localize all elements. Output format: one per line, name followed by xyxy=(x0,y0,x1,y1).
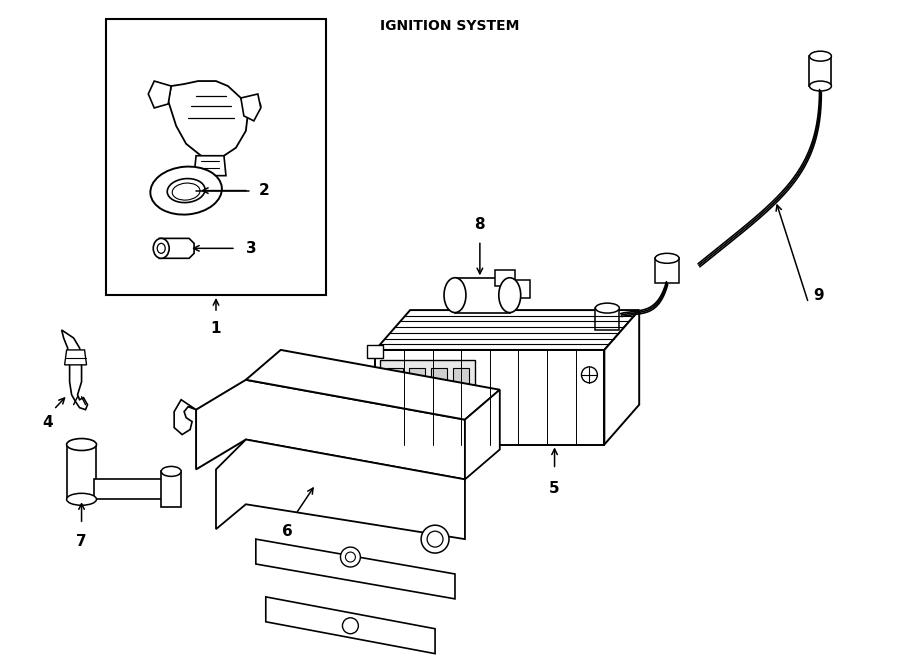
Polygon shape xyxy=(256,539,455,599)
Circle shape xyxy=(581,367,598,383)
Polygon shape xyxy=(455,278,509,313)
Polygon shape xyxy=(381,360,475,440)
Text: 9: 9 xyxy=(813,288,824,303)
Polygon shape xyxy=(453,368,469,400)
Polygon shape xyxy=(168,81,248,158)
Polygon shape xyxy=(241,94,261,121)
Polygon shape xyxy=(375,350,604,444)
Ellipse shape xyxy=(499,278,521,313)
Ellipse shape xyxy=(655,253,679,263)
Polygon shape xyxy=(148,81,171,108)
Circle shape xyxy=(428,531,443,547)
Polygon shape xyxy=(65,350,86,365)
Ellipse shape xyxy=(150,167,222,215)
Text: IGNITION SYSTEM: IGNITION SYSTEM xyxy=(381,19,519,33)
Text: 1: 1 xyxy=(211,321,221,336)
Text: 3: 3 xyxy=(246,241,256,256)
Polygon shape xyxy=(246,350,500,420)
Circle shape xyxy=(346,552,356,562)
Polygon shape xyxy=(505,280,530,298)
Polygon shape xyxy=(94,479,166,499)
Ellipse shape xyxy=(167,178,205,203)
Circle shape xyxy=(340,547,360,567)
Polygon shape xyxy=(604,310,639,444)
Ellipse shape xyxy=(161,467,181,477)
Circle shape xyxy=(343,618,358,634)
Polygon shape xyxy=(431,368,447,400)
Polygon shape xyxy=(266,597,435,654)
Ellipse shape xyxy=(809,81,832,91)
Ellipse shape xyxy=(172,183,200,200)
Circle shape xyxy=(251,101,261,111)
Ellipse shape xyxy=(67,438,96,451)
Polygon shape xyxy=(596,308,619,330)
Polygon shape xyxy=(61,330,87,410)
Polygon shape xyxy=(809,56,832,86)
Bar xyxy=(106,19,326,295)
Text: 8: 8 xyxy=(474,217,485,233)
Circle shape xyxy=(151,89,161,99)
Polygon shape xyxy=(465,390,500,479)
Text: 5: 5 xyxy=(549,481,560,496)
Ellipse shape xyxy=(809,51,832,61)
Ellipse shape xyxy=(596,303,619,313)
Polygon shape xyxy=(67,444,96,499)
Polygon shape xyxy=(410,368,425,400)
Text: 2: 2 xyxy=(259,183,270,198)
Polygon shape xyxy=(196,380,465,479)
Polygon shape xyxy=(216,440,465,539)
Polygon shape xyxy=(495,270,515,286)
Polygon shape xyxy=(194,156,226,176)
Polygon shape xyxy=(159,239,194,258)
Polygon shape xyxy=(655,258,679,283)
Text: 4: 4 xyxy=(42,414,53,430)
Polygon shape xyxy=(387,368,403,400)
Ellipse shape xyxy=(67,493,96,505)
Text: 7: 7 xyxy=(76,534,87,549)
Ellipse shape xyxy=(444,278,466,313)
Polygon shape xyxy=(161,471,181,507)
Ellipse shape xyxy=(158,243,166,253)
Ellipse shape xyxy=(153,239,169,258)
Circle shape xyxy=(421,525,449,553)
Polygon shape xyxy=(175,400,196,434)
Text: 6: 6 xyxy=(283,524,293,539)
Polygon shape xyxy=(367,345,383,358)
Polygon shape xyxy=(375,310,639,350)
